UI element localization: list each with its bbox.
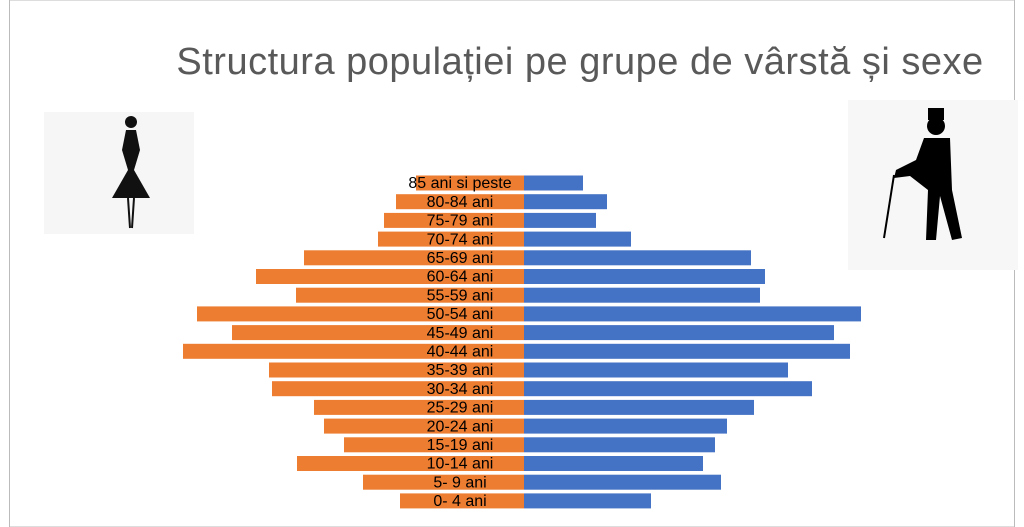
bar bbox=[524, 437, 715, 452]
category-label: 80-84 ani bbox=[427, 194, 494, 211]
bar bbox=[524, 400, 754, 415]
slide: Structura populației pe grupe de vârstă … bbox=[0, 0, 1024, 527]
chart: 85 ani si peste 80-84 ani 75-79 ani70-74 a… bbox=[0, 0, 1024, 527]
category-label: 45-49 ani bbox=[427, 325, 494, 342]
bar bbox=[524, 288, 760, 303]
bar bbox=[524, 213, 596, 228]
category-label: 15-19 ani bbox=[427, 437, 494, 454]
category-label: 40-44 ani bbox=[427, 344, 494, 361]
bar bbox=[524, 381, 812, 396]
category-label: 60-64 ani bbox=[427, 269, 494, 286]
bar bbox=[524, 493, 651, 508]
category-label: 35-39 ani bbox=[427, 362, 494, 379]
bar bbox=[524, 232, 631, 247]
category-label: 5- 9 ani bbox=[433, 474, 486, 491]
bar bbox=[524, 269, 765, 284]
bar bbox=[324, 419, 524, 434]
category-label: 0- 4 ani bbox=[433, 493, 486, 510]
category-label: 50-54 ani bbox=[427, 306, 494, 323]
category-label: 10-14 ani bbox=[427, 456, 494, 473]
category-label: 55-59 ani bbox=[427, 287, 494, 304]
category-label: 70-74 ani bbox=[427, 231, 494, 248]
bar bbox=[524, 419, 727, 434]
category-label: 65-69 ani bbox=[427, 250, 494, 267]
bar bbox=[524, 475, 721, 490]
category-label: 75-79 ani bbox=[427, 213, 494, 230]
category-label: 85 ani si peste bbox=[408, 175, 511, 192]
woman-icon bbox=[44, 112, 194, 234]
bar bbox=[524, 176, 583, 191]
bar bbox=[524, 456, 703, 471]
bar bbox=[524, 344, 850, 359]
man-icon bbox=[848, 100, 1018, 270]
category-label: 20-24 ani bbox=[427, 418, 494, 435]
category-label: 30-34 ani bbox=[427, 381, 494, 398]
bar bbox=[524, 363, 788, 378]
bar bbox=[524, 194, 607, 209]
bar bbox=[524, 306, 861, 321]
bar bbox=[524, 250, 751, 265]
bar bbox=[524, 325, 834, 340]
category-label: 25-29 ani bbox=[427, 400, 494, 417]
